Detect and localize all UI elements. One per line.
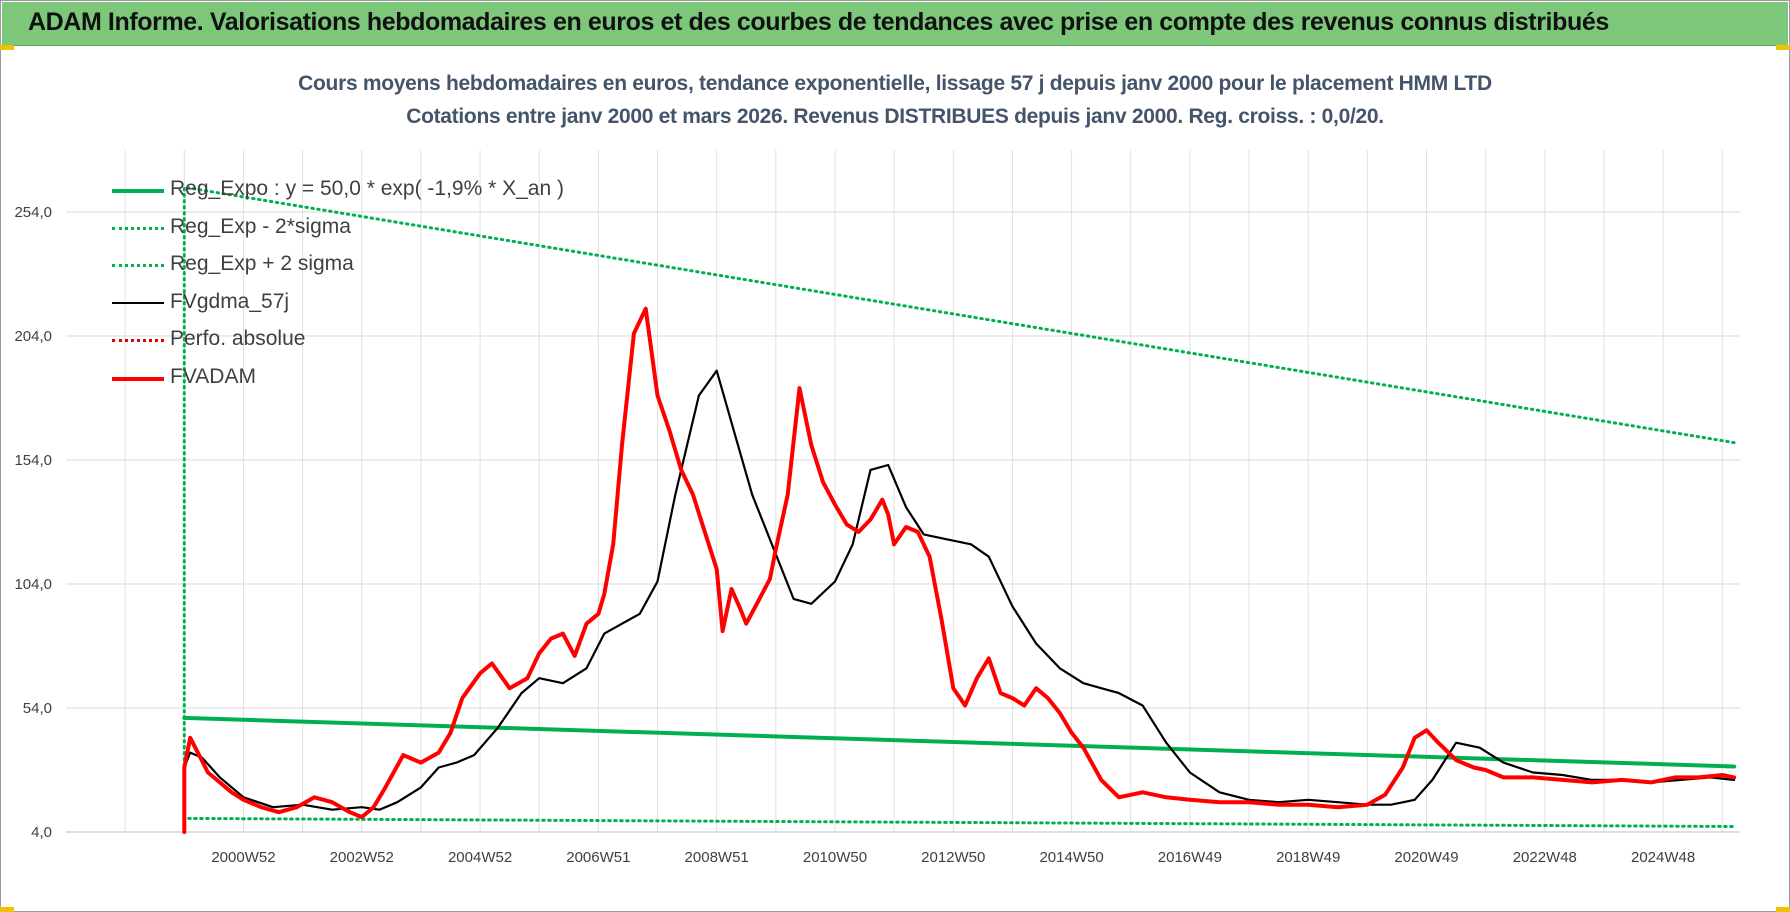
legend-label: Reg_Exp + 2 sigma <box>170 252 354 275</box>
legend-label: FVgdma_57j <box>170 289 290 313</box>
y-tick-label: 4,0 <box>31 824 52 841</box>
x-tick-label: 2006W51 <box>566 849 630 866</box>
series-line-3 <box>183 369 1736 811</box>
legend-swatch <box>112 226 164 230</box>
x-tick-label: 2014W50 <box>1039 849 1103 866</box>
x-tick-label: 2002W52 <box>330 849 394 866</box>
x-tick-label: 2024W48 <box>1631 849 1695 866</box>
x-tick-label: 2018W49 <box>1276 849 1340 866</box>
legend-swatch <box>112 376 164 381</box>
x-tick-label: 2012W50 <box>921 849 985 866</box>
chart-title: Cours moyens hebdomadaires en euros, ten… <box>298 72 1492 95</box>
legend-label: Perfo. absolue <box>170 327 306 350</box>
corner-marker-bottom-left <box>0 907 14 912</box>
y-tick-label: 154,0 <box>14 452 52 469</box>
legend-label: Reg_Exp - 2*sigma <box>170 214 351 238</box>
x-tick-label: 2010W50 <box>803 849 867 866</box>
legend-swatch <box>112 189 164 193</box>
legend-swatch <box>112 264 164 267</box>
header-bar: ADAM Informe. Valorisations hebdomadaire… <box>2 2 1788 46</box>
series-line-1 <box>182 816 1736 834</box>
y-tick-label: 204,0 <box>14 328 52 345</box>
x-tick-label: 2016W49 <box>1158 849 1222 866</box>
series-line-5 <box>182 306 1737 834</box>
x-tick-label: 2004W52 <box>448 849 512 866</box>
corner-marker-top-left <box>0 45 14 50</box>
page-title: ADAM Informe. Valorisations hebdomadaire… <box>28 8 1609 36</box>
legend-label: FVADAM <box>170 364 256 388</box>
x-tick-label: 2020W49 <box>1394 849 1458 866</box>
x-tick-label: 2000W52 <box>211 849 275 866</box>
y-tick-label: 54,0 <box>23 700 52 717</box>
legend-label: Reg_Expo : y = 50,0 * exp( -1,9% * X_an … <box>170 177 564 200</box>
chart-subtitle: Cotations entre janv 2000 et mars 2026. … <box>406 105 1384 128</box>
corner-marker-top-right <box>1776 45 1790 50</box>
legend-swatch <box>112 301 164 304</box>
y-tick-label: 104,0 <box>14 576 52 593</box>
series-line-0 <box>182 715 1737 769</box>
series-line-2 <box>182 185 1736 834</box>
x-tick-label: 2008W51 <box>685 849 749 866</box>
legend-swatch <box>112 339 164 342</box>
x-tick-label: 2022W48 <box>1513 849 1577 866</box>
corner-marker-bottom-right <box>1776 907 1790 912</box>
y-tick-label: 254,0 <box>14 204 52 221</box>
